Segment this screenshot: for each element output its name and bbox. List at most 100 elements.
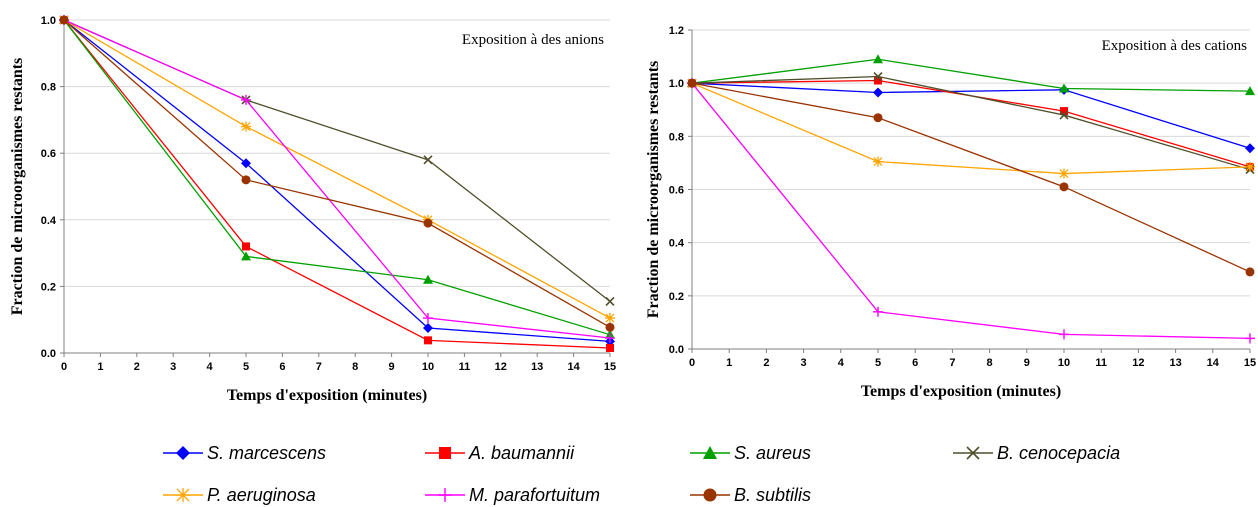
y-tick-label: 0.8 xyxy=(41,82,56,94)
data-point xyxy=(873,54,883,64)
y-tick-label: 0.2 xyxy=(41,281,56,293)
data-point xyxy=(241,158,251,169)
legend-entry-s-marcescens: S. marcescens xyxy=(163,443,326,463)
y-tick-label: 0.4 xyxy=(41,215,57,227)
legend-marker xyxy=(176,488,190,502)
x-tick-label: 5 xyxy=(243,361,249,373)
data-point xyxy=(874,76,882,85)
series-line xyxy=(691,58,1251,92)
x-tick-label: 6 xyxy=(912,357,918,369)
data-point xyxy=(241,94,251,105)
data-point xyxy=(1059,168,1069,179)
series-b-subtilis xyxy=(687,78,1255,277)
series-p-aeruginosa xyxy=(687,78,1255,179)
y-tick-label: 1.0 xyxy=(669,78,684,90)
series-b-subtilis xyxy=(59,15,615,332)
data-point xyxy=(1059,329,1069,340)
x-tick-label: 13 xyxy=(1169,357,1181,369)
y-tick-label: 0.2 xyxy=(669,291,684,303)
series-line xyxy=(691,82,1251,149)
x-tick-label: 4 xyxy=(838,357,845,369)
x-tick-label: 13 xyxy=(531,361,543,373)
legend-marker xyxy=(439,447,451,459)
series-b-cenocepacia xyxy=(59,15,615,306)
legend-label: S. marcescens xyxy=(207,443,326,463)
data-point xyxy=(606,344,614,353)
series-m-parafortuitum xyxy=(687,78,1255,344)
x-tick-label: 0 xyxy=(61,361,67,373)
y-tick-label: 1.0 xyxy=(41,15,56,27)
data-point xyxy=(423,155,433,165)
data-point xyxy=(59,15,69,25)
data-point xyxy=(241,251,251,261)
series-line xyxy=(691,75,1251,171)
series-line xyxy=(63,19,611,319)
y-tick-label: 0.6 xyxy=(41,148,56,160)
y-tick-label: 0.4 xyxy=(669,238,685,250)
data-point xyxy=(1059,83,1069,93)
series-s-aureus xyxy=(687,54,1255,96)
data-point xyxy=(423,218,433,228)
x-tick-label: 1 xyxy=(97,361,103,373)
x-tick-label: 2 xyxy=(763,357,769,369)
x-axis-title: Temps d'exposition (minutes) xyxy=(861,383,1061,400)
y-tick-label: 1.2 xyxy=(669,25,684,37)
x-tick-label: 12 xyxy=(1132,357,1144,369)
y-tick-label: 0.6 xyxy=(669,185,684,197)
cations-chart-panel: 0.00.20.40.60.81.01.20 1 2 3 4 5 6 7 8 9 10 11 12 13 1… xyxy=(645,25,1256,400)
data-point xyxy=(873,306,883,317)
data-point xyxy=(242,242,250,251)
data-point xyxy=(423,313,433,324)
data-point xyxy=(605,322,615,332)
data-point xyxy=(1060,107,1068,116)
legend-entry-b-subtilis: B. subtilis xyxy=(690,485,811,505)
series-line xyxy=(63,19,611,339)
series-line xyxy=(691,82,1251,175)
data-point xyxy=(424,336,432,345)
series-line xyxy=(691,82,1251,340)
x-tick-label: 9 xyxy=(1024,357,1030,369)
legend-entry-m-parafortuitum: M. parafortuitum xyxy=(425,485,600,505)
x-tick-label: 15 xyxy=(604,361,616,373)
x-tick-label: 5 xyxy=(875,357,881,369)
data-point xyxy=(423,274,433,284)
data-point xyxy=(423,323,433,334)
data-point xyxy=(1059,182,1069,192)
legend-marker xyxy=(176,446,190,460)
data-point xyxy=(241,175,251,185)
x-tick-label: 7 xyxy=(316,361,322,373)
data-point xyxy=(873,71,883,82)
series-s-marcescens xyxy=(59,15,615,347)
series-line xyxy=(691,79,1251,168)
series-line xyxy=(691,82,1251,273)
legend-marker xyxy=(703,446,717,459)
series-line xyxy=(63,19,611,349)
y-tick-label: 0.0 xyxy=(41,348,56,360)
x-tick-label: 3 xyxy=(801,357,807,369)
x-tick-label: 11 xyxy=(1095,357,1107,369)
x-tick-label: 12 xyxy=(495,361,507,373)
series-s-aureus xyxy=(59,15,615,339)
y-tick-label: 0.8 xyxy=(669,131,684,143)
series-line xyxy=(63,19,611,302)
legend-label: M. parafortuitum xyxy=(469,485,600,505)
data-point xyxy=(687,78,697,88)
legend-label: B. subtilis xyxy=(734,485,811,505)
x-tick-label: 14 xyxy=(567,361,580,373)
x-tick-label: 7 xyxy=(949,357,955,369)
x-tick-label: 9 xyxy=(389,361,395,373)
data-point xyxy=(1245,161,1255,172)
legend-entry-a-baumannii: A. baumannii xyxy=(425,443,575,463)
data-point xyxy=(605,313,615,324)
x-tick-label: 8 xyxy=(987,357,993,369)
y-axis-title: Fraction de microorganismes restants xyxy=(9,58,26,316)
data-point xyxy=(1245,333,1255,344)
x-tick-label: 10 xyxy=(422,361,434,373)
legend-label: B. cenocepacia xyxy=(997,443,1120,463)
data-point xyxy=(1245,267,1255,277)
series-line xyxy=(63,19,611,336)
x-tick-label: 6 xyxy=(279,361,285,373)
legend-marker xyxy=(966,446,980,460)
x-tick-label: 14 xyxy=(1207,357,1220,369)
